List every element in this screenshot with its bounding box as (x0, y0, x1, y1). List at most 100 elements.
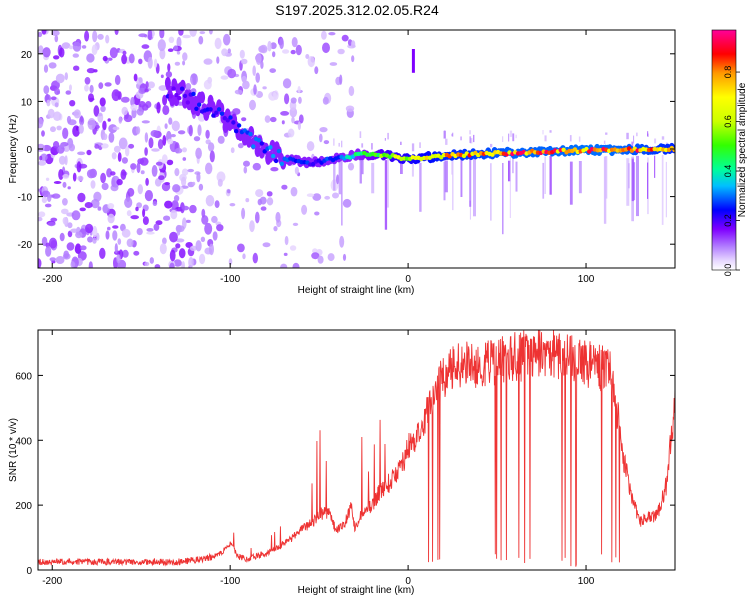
heatmap-cell (107, 213, 115, 224)
heatmap-cell (172, 184, 181, 193)
heatmap-cell (387, 132, 389, 140)
heatmap-cell (273, 90, 279, 101)
heatmap-cell (164, 76, 171, 89)
heatmap-cell (221, 48, 228, 57)
heatmap-cell (141, 120, 150, 124)
heatmap-cell (98, 82, 104, 89)
heatmap-cell (295, 44, 302, 56)
heatmap-cell (167, 138, 174, 145)
heatmap-cell (142, 208, 146, 218)
heatmap-cell (141, 44, 150, 49)
heatmap-cell (70, 261, 76, 268)
heatmap-cell (314, 211, 320, 216)
heatmap-cell (142, 216, 149, 226)
heatmap-cell (327, 253, 335, 262)
heatmap-cell (661, 136, 665, 140)
heatmap-cell (223, 33, 231, 46)
heatmap-cell (116, 178, 123, 186)
heatmap-cell (460, 136, 462, 141)
heatmap-cell (144, 261, 150, 267)
heatmap-cell (189, 30, 197, 37)
heatmap-cell (314, 66, 319, 75)
heatmap-cell (469, 136, 472, 143)
heatmap-cell (282, 49, 290, 54)
heatmap-cell (291, 116, 295, 124)
heatmap-cell (243, 166, 248, 174)
heatmap-cell (158, 85, 168, 91)
heatmap-cell (176, 51, 181, 55)
heatmap-cell (515, 134, 517, 139)
heatmap-cell (209, 243, 214, 256)
heatmap-cell (178, 30, 184, 36)
heatmap-cell (193, 136, 201, 142)
heatmap-cell (106, 168, 112, 178)
heatmap-cell (275, 211, 281, 223)
x-tick-label: -100 (220, 576, 240, 587)
heatmap-cell (266, 197, 274, 206)
heatmap-cell (216, 171, 226, 183)
heatmap-cell (107, 118, 111, 122)
spectrogram-ylabel: Frequency (Hz) (8, 115, 19, 184)
heatmap-cell (38, 31, 43, 38)
heatmap-cell (241, 117, 247, 122)
heatmap-cell (603, 140, 606, 144)
heatmap-cell (112, 225, 119, 229)
heatmap-cell (122, 249, 129, 258)
heatmap-cell (182, 157, 187, 161)
heatmap-cell (112, 230, 118, 241)
heatmap-cell (273, 158, 279, 164)
heatmap-cell (86, 53, 95, 63)
heatmap-cell (84, 202, 93, 209)
heatmap-cell (42, 47, 51, 58)
heatmap-cell (198, 183, 204, 191)
heatmap-cell (298, 96, 302, 104)
heatmap-cell (177, 130, 186, 135)
x-tick-label: 100 (578, 274, 595, 285)
heatmap-cell (87, 236, 94, 243)
heatmap-cell (342, 198, 352, 208)
heatmap-cell (136, 228, 143, 236)
heatmap-cell (241, 207, 246, 220)
heatmap-cell (252, 65, 256, 76)
heatmap-cell (159, 243, 167, 255)
heatmap-cell (74, 245, 82, 254)
heatmap-cell (371, 162, 375, 194)
heatmap-cell (387, 156, 389, 208)
heatmap-cell (101, 182, 109, 191)
snr-frame (37, 329, 676, 571)
heatmap-cell (242, 80, 250, 90)
x-tick-label: -100 (220, 274, 240, 285)
heatmap-cell (153, 58, 158, 68)
heatmap-cell (133, 250, 140, 256)
heatmap-cell (49, 257, 57, 262)
heatmap-cell (469, 130, 471, 135)
heatmap-cell (182, 147, 187, 153)
heatmap-cell (185, 100, 190, 105)
heatmap-cell (177, 95, 182, 101)
heatmap-cell (234, 129, 239, 134)
heatmap-cell (65, 90, 72, 95)
y-tick-label: 400 (15, 436, 32, 447)
heatmap-cell (68, 45, 74, 50)
heatmap-cell (181, 168, 189, 176)
heatmap-cell (280, 111, 290, 116)
heatmap-cell (55, 256, 65, 264)
heatmap-cell (53, 141, 60, 149)
heatmap-cell (605, 132, 608, 135)
heatmap-cell (220, 75, 229, 80)
heatmap-cell (322, 96, 329, 105)
heatmap-cell (152, 200, 158, 206)
heatmap-cell (243, 160, 250, 167)
colorbar-tick-label: 0.2 (723, 214, 733, 227)
colorbar-tick-label: 0.6 (723, 115, 733, 128)
heatmap-cell (159, 48, 166, 60)
heatmap-cell (351, 55, 355, 63)
heatmap-cell (284, 235, 289, 246)
heatmap-cell (338, 154, 342, 195)
snr-ylabel: SNR (10 * v/v) (8, 418, 19, 482)
snr-panel: -200 -100 0 100 0 200 400 600 Height of straigh… (8, 329, 676, 596)
heatmap-cell (136, 202, 143, 209)
heatmap-cell (230, 147, 235, 154)
colorbar: 0.0 0.2 0.4 0.6 0.8 Normalized spectral ampl… (711, 29, 748, 276)
